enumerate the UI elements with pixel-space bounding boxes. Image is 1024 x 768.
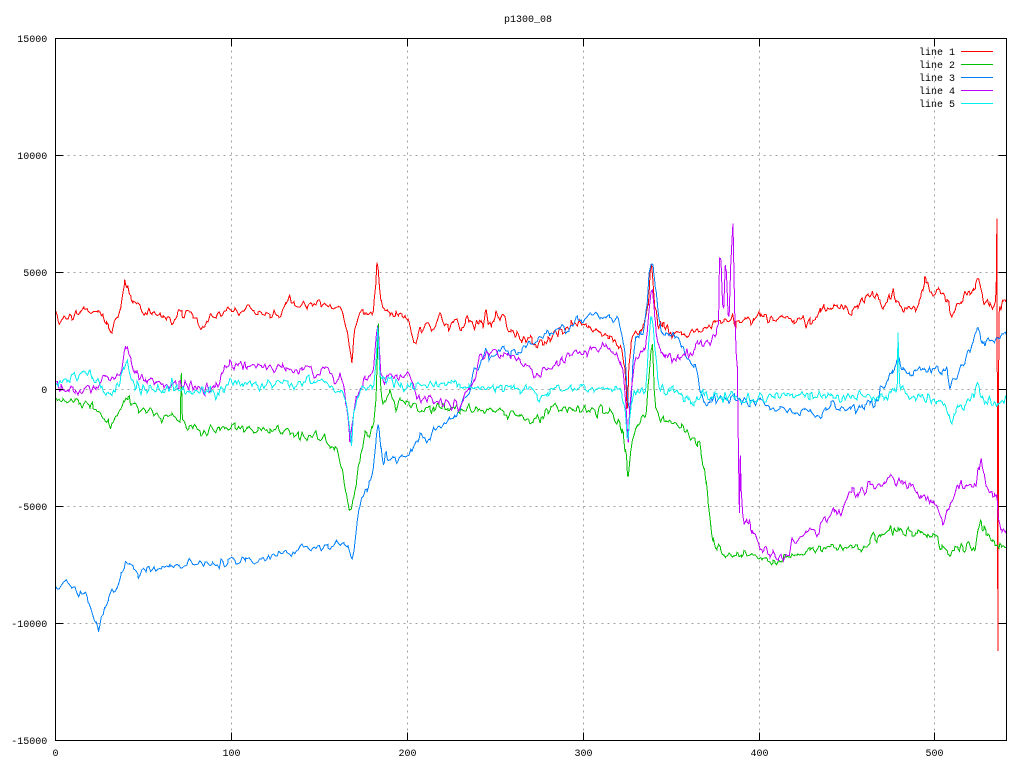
- svg-text:-5000: -5000: [17, 503, 47, 514]
- svg-text:line 3: line 3: [919, 73, 955, 85]
- svg-text:0: 0: [41, 386, 47, 397]
- svg-text:line 1: line 1: [919, 47, 955, 59]
- svg-text:400: 400: [750, 749, 768, 760]
- svg-text:-10000: -10000: [11, 620, 47, 631]
- svg-text:line 5: line 5: [919, 99, 955, 111]
- svg-text:300: 300: [574, 749, 592, 760]
- svg-text:10000: 10000: [17, 152, 47, 163]
- svg-text:p1300_08: p1300_08: [504, 15, 552, 26]
- svg-text:100: 100: [222, 749, 240, 760]
- svg-text:line 2: line 2: [919, 60, 955, 72]
- svg-text:500: 500: [925, 749, 943, 760]
- svg-text:line 4: line 4: [919, 86, 955, 98]
- svg-text:5000: 5000: [23, 269, 47, 280]
- svg-text:15000: 15000: [17, 35, 47, 46]
- svg-text:-15000: -15000: [11, 737, 47, 748]
- svg-text:200: 200: [398, 749, 416, 760]
- svg-text:0: 0: [52, 749, 58, 760]
